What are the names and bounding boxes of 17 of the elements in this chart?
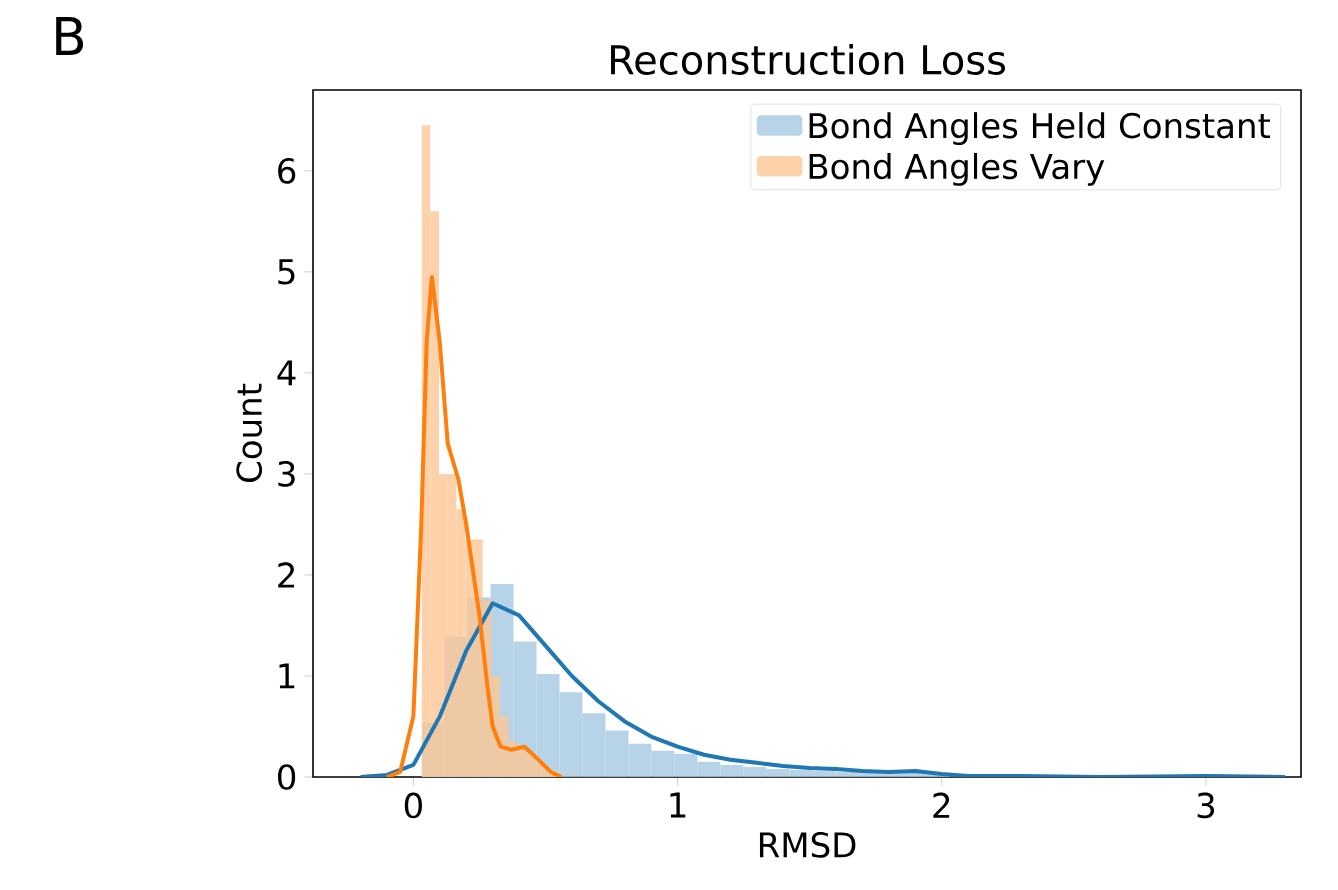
y-tick-label: 5: [278, 259, 295, 285]
y-axis-title: Count: [236, 383, 263, 483]
y-tick-label: 6: [278, 157, 296, 184]
legend-label: Bond Angles Vary: [809, 152, 1105, 186]
chart-title: Reconstruction Loss: [611, 43, 1006, 75]
x-axis-title: RMSD: [759, 832, 856, 858]
y-tick-label: 0: [278, 764, 296, 790]
text: B: [56, 17, 84, 55]
x-tick-label: 2: [933, 792, 950, 818]
y-tick-label: 4: [277, 360, 296, 386]
x-tick-label: 3: [1197, 792, 1215, 819]
y-tick-label: 3: [278, 461, 295, 487]
y-tick-label: 1: [279, 663, 295, 689]
x-tick-label: 1: [670, 792, 686, 818]
legend-label: Bond Angles Held Constant: [809, 112, 1271, 146]
y-tick-label: 2: [278, 562, 294, 588]
x-tick-label: 0: [404, 792, 422, 819]
